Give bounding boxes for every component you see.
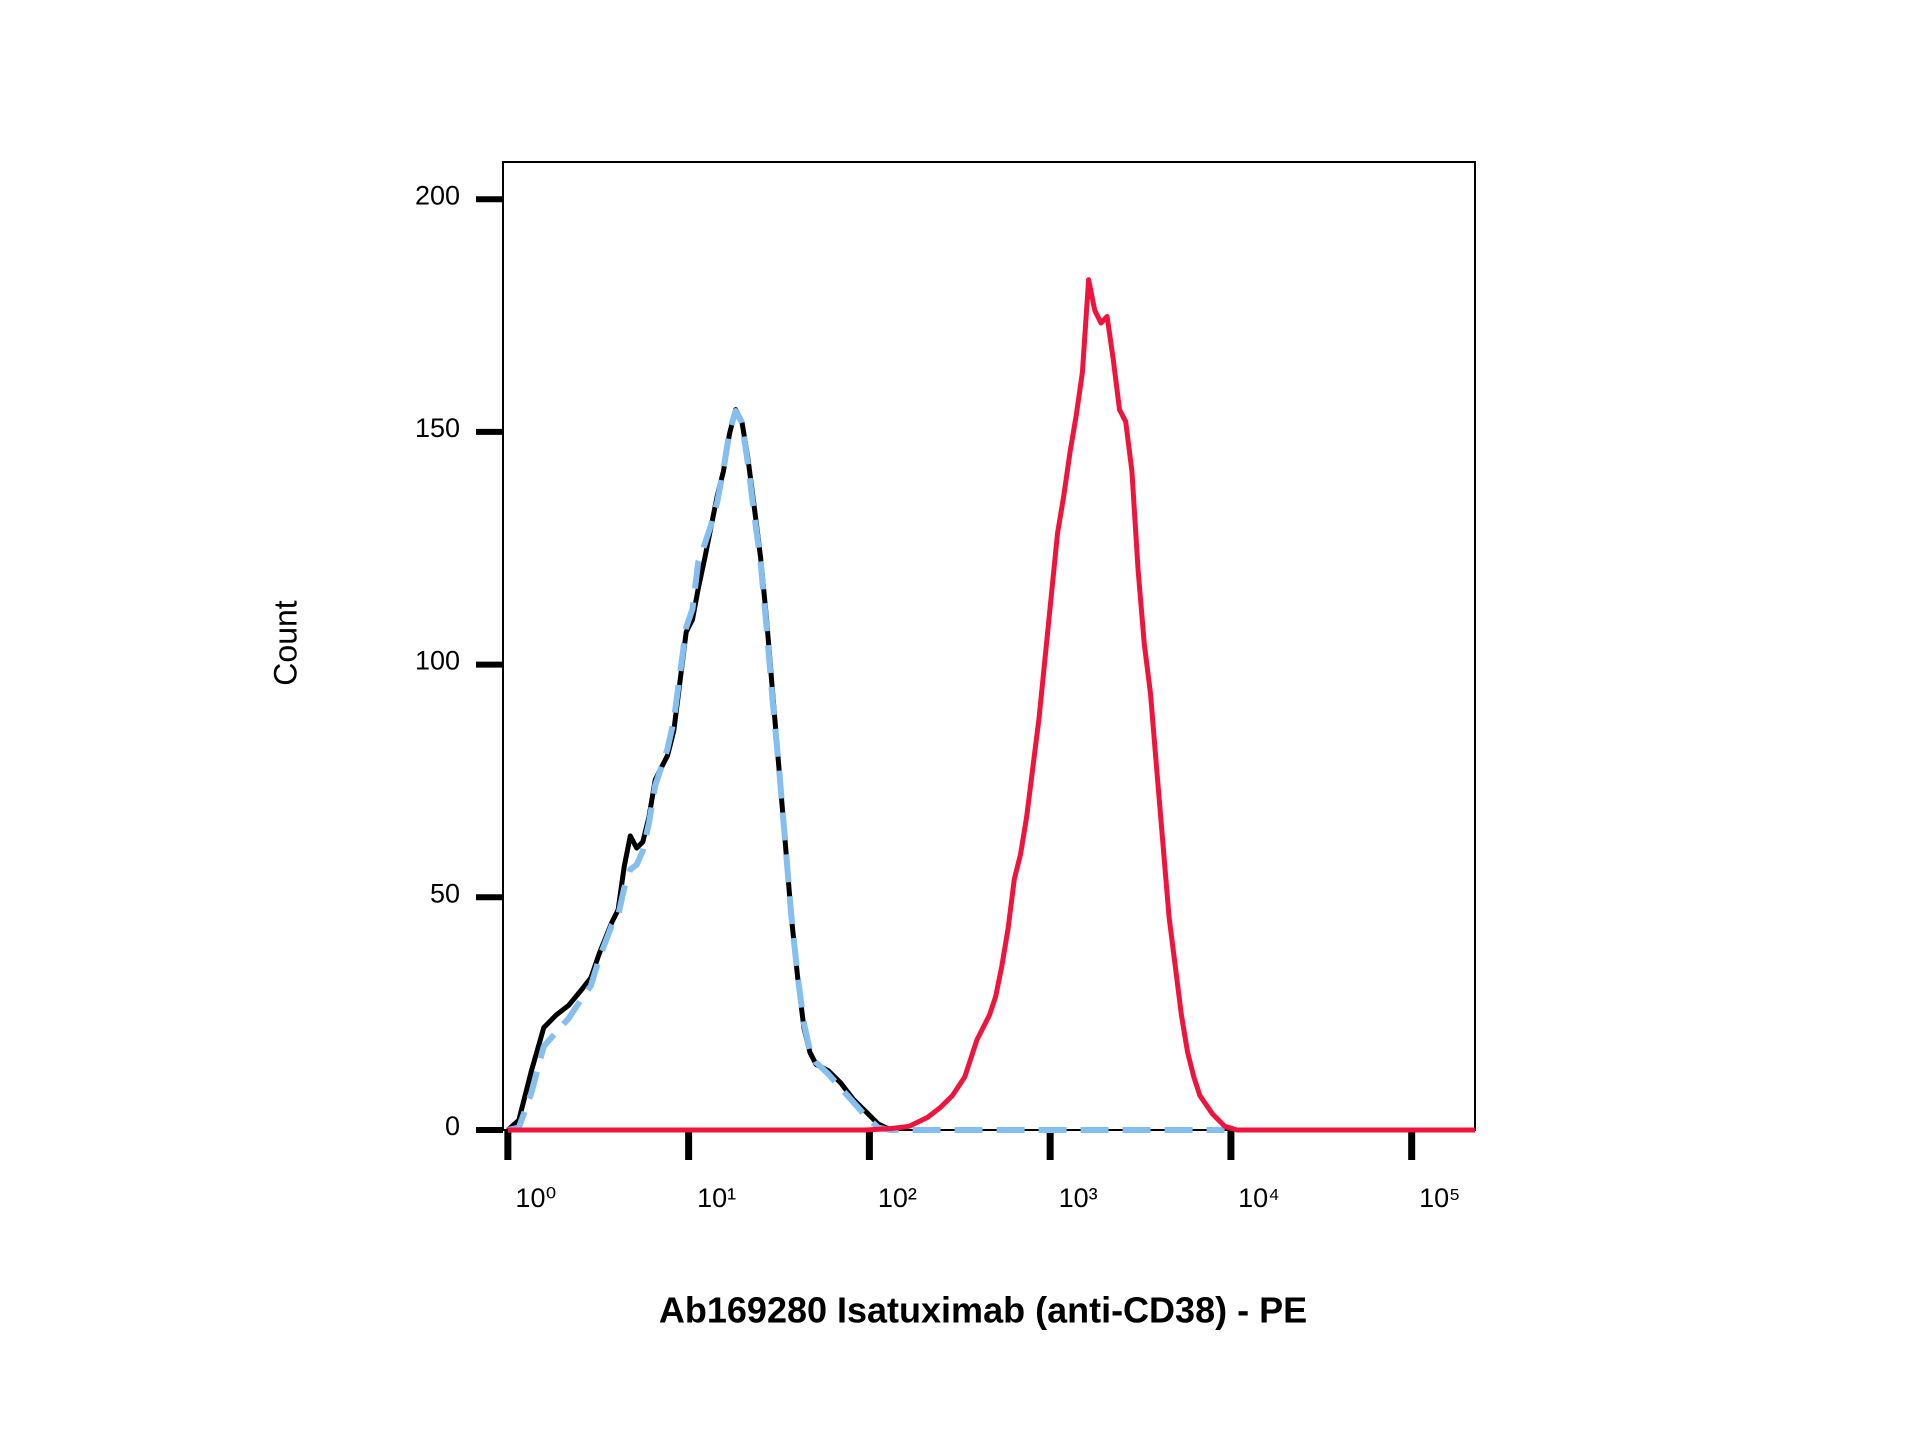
series-line	[507, 408, 1225, 1133]
y-tick-label: 100	[415, 646, 460, 676]
series-line	[507, 277, 1475, 1133]
x-tick-label: 10⁴	[1238, 1183, 1280, 1213]
x-axis-label: Ab169280 Isatuximab (anti-CD38) - PE	[659, 1290, 1307, 1331]
x-tick-label: 10³	[1059, 1183, 1098, 1213]
x-tick-label: 10⁵	[1419, 1183, 1460, 1213]
y-tick-label: 150	[415, 413, 460, 443]
plot-frame	[502, 161, 1476, 1131]
y-axis-label: Count	[267, 600, 303, 686]
y-tick-label: 50	[430, 878, 460, 908]
y-tick-label: 200	[415, 180, 460, 210]
x-tick-label: 10¹	[697, 1183, 736, 1213]
x-tick-label: 10²	[878, 1183, 917, 1213]
x-tick-label: 10⁰	[515, 1183, 556, 1213]
y-tick-label: 0	[445, 1111, 460, 1141]
